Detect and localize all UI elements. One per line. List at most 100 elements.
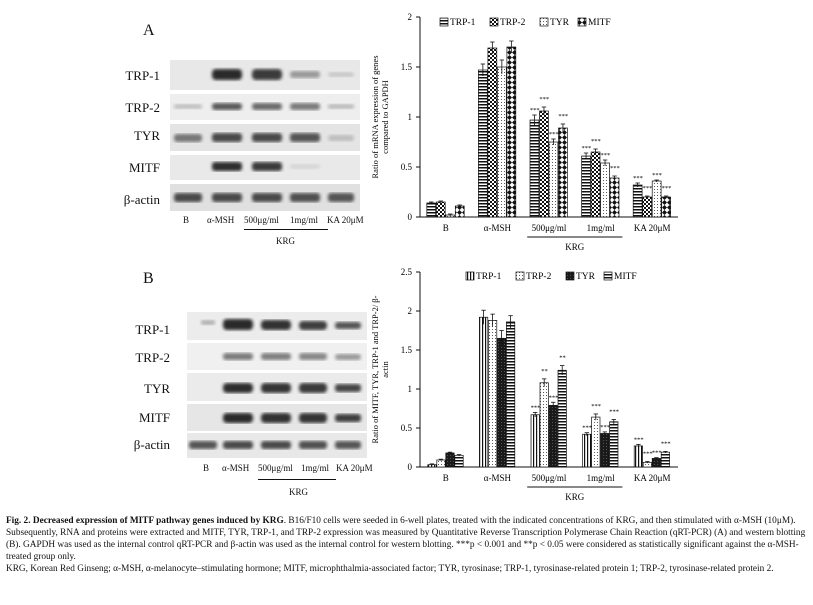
- bar-trp-1-4: [632, 184, 643, 218]
- bar-trp-1-3: [581, 155, 591, 218]
- blot-label-trp1-b: TRP-1: [135, 322, 170, 337]
- caption-title: Decreased expression of MITF pathway gen…: [32, 516, 284, 526]
- significance-mark: **: [541, 368, 548, 375]
- chart-a-legend: TRP-1 TRP-2 TYR MITF: [439, 17, 611, 28]
- bar-trp-1-1: [479, 316, 489, 468]
- legend-label-trp-2: TRP-2: [526, 272, 552, 282]
- legend-label-trp-2: TRP-2: [500, 18, 526, 28]
- y-tick-label: 1: [408, 384, 413, 394]
- legend-swatch-trp-2: [489, 17, 499, 27]
- lane-label-1mg: 1mg/ml: [290, 215, 319, 225]
- legend-swatch-tyr: [539, 17, 549, 27]
- significance-mark: ***: [609, 408, 619, 415]
- legend-label-tyr: TYR: [550, 18, 570, 28]
- legend-label-trp-1: TRP-1: [476, 272, 502, 282]
- lane-label-500: 500μg/ml: [244, 215, 279, 225]
- significance-mark: ***: [600, 152, 610, 159]
- lane-label-ka: KA 20μM: [327, 215, 364, 225]
- blot-label-beta-actin-b: β-actin: [133, 437, 170, 452]
- bar-tyr-2: [548, 141, 559, 218]
- blot-label-beta-actin: β-actin: [123, 192, 160, 207]
- caption-body: . B16/F10 cells were seeded in 6-well pl…: [6, 516, 806, 562]
- blot-label-mitf-b: MITF: [138, 410, 170, 425]
- significance-mark: ***: [539, 96, 549, 103]
- blot-image-b: [187, 312, 367, 458]
- x-tick-label: α-MSH: [484, 473, 512, 483]
- bar-trp-2-4: [642, 196, 652, 218]
- x-tick-label: B: [443, 223, 449, 233]
- x-tick-label: KA 20μM: [634, 223, 671, 233]
- lane-label-b: B: [183, 215, 190, 225]
- bar-trp-2-0: [436, 459, 446, 468]
- x-tick-label: KA 20μM: [634, 473, 671, 483]
- bar-mitf-3: [609, 177, 620, 218]
- x-tick-label: B: [443, 473, 449, 483]
- y-axis-label: actin: [380, 360, 390, 377]
- significance-mark: ***: [558, 113, 568, 120]
- legend-label-mitf: MITF: [588, 18, 611, 28]
- significance-mark: ***: [581, 145, 591, 152]
- y-tick-label: 0.5: [401, 423, 413, 433]
- lane-label-b-b: B: [203, 463, 210, 473]
- bar-trp-2-0: [435, 201, 446, 218]
- bar-mitf-2: [557, 369, 567, 468]
- y-tick-label: 1: [408, 112, 413, 122]
- legend-label-trp-1: TRP-1: [450, 18, 476, 28]
- x-tick-label: 500μg/ml: [532, 473, 567, 483]
- significance-mark: ***: [531, 404, 541, 411]
- blot-image-a: [170, 60, 360, 211]
- bar-tyr-0: [445, 452, 455, 468]
- chart-b-legend: TRP-1 TRP-2 TYR MITF: [465, 271, 637, 282]
- significance-mark: ***: [582, 425, 592, 432]
- significance-mark: ***: [591, 138, 601, 145]
- bar-trp-2-1: [487, 47, 498, 218]
- bar-tyr-1: [497, 337, 507, 468]
- chart-b: 0 0.5 1 1.5 2 2.5 Ratio of MITF, TYR, TRP-1 an…: [370, 267, 678, 502]
- panel-b-letter: B: [143, 270, 154, 287]
- bar-trp-2-2: [539, 110, 549, 218]
- krg-group-label-a: KRG: [276, 236, 296, 246]
- blot-label-trp2: TRP-2: [125, 100, 160, 115]
- significance-mark: ***: [634, 436, 644, 443]
- y-tick-label: 2.5: [401, 267, 413, 277]
- bar-trp-2-3: [591, 416, 601, 468]
- significance-mark: ***: [549, 131, 559, 138]
- bar-trp-1-3: [582, 433, 592, 468]
- lane-label-ka-b: KA 20μM: [336, 463, 373, 473]
- y-axis-label: Ratio of MITF, TYR, TRP-1 and TRP-2/ β-: [370, 295, 380, 443]
- blot-label-trp2-b: TRP-2: [135, 350, 170, 365]
- lane-label-amsh-b: α-MSH: [222, 463, 250, 473]
- bar-tyr-1: [497, 66, 507, 218]
- krg-group-label-b: KRG: [289, 487, 309, 497]
- bar-mitf-4: [660, 451, 670, 468]
- blot-label-trp1: TRP-1: [125, 68, 160, 83]
- significance-mark: ***: [591, 403, 601, 410]
- bar-tyr-2: [548, 405, 558, 468]
- krg-bracket-label: KRG: [565, 242, 585, 252]
- y-tick-label: 1.5: [401, 62, 413, 72]
- significance-mark: ***: [530, 107, 540, 114]
- bar-tyr-3: [600, 162, 610, 218]
- significance-mark: **: [559, 355, 566, 362]
- bar-trp-2-3: [590, 151, 601, 218]
- bar-trp-2-1: [488, 320, 498, 468]
- significance-mark: ***: [600, 424, 610, 431]
- bar-mitf-4: [661, 196, 671, 218]
- bar-tyr-4: [651, 180, 662, 218]
- legend-swatch-trp-1: [465, 271, 475, 281]
- x-tick-label: α-MSH: [484, 223, 512, 233]
- x-tick-label: 1mg/ml: [587, 223, 616, 233]
- bar-trp-1-2: [529, 119, 540, 218]
- y-tick-label: 2: [408, 12, 413, 22]
- legend-swatch-trp-2: [515, 271, 525, 281]
- caption-abbreviations: KRG, Korean Red Ginseng; α-MSH, α-melano…: [6, 564, 774, 574]
- significance-mark: ***: [652, 172, 662, 179]
- bar-trp-1-4: [633, 445, 643, 468]
- legend-label-tyr: TYR: [576, 272, 596, 282]
- y-tick-label: 1.5: [401, 345, 413, 355]
- chart-a: 0 0.5 1 1.5 2 Ratio of mRNA expression of gen…: [370, 12, 678, 252]
- bar-tyr-3: [600, 433, 610, 468]
- bar-mitf-1: [506, 321, 516, 468]
- legend-swatch-mitf: [603, 271, 613, 281]
- legend-swatch-tyr: [565, 271, 575, 281]
